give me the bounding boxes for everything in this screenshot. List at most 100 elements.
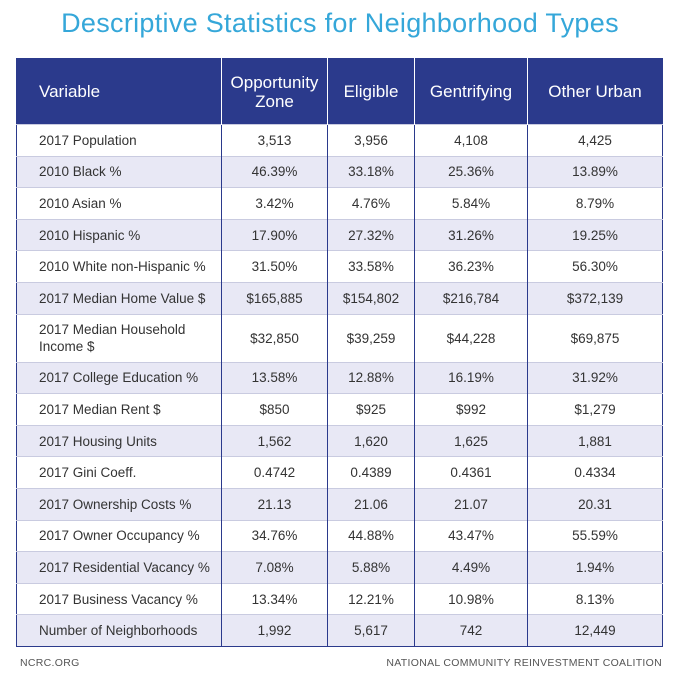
row-variable-label: 2017 Population (16, 124, 222, 157)
table-cell: 12.88% (327, 361, 415, 394)
table-row: 2017 Ownership Costs % 21.13 21.06 21.07 20.… (16, 487, 663, 521)
statistics-table: Variable Opportunity Zone Eligible Gentr… (16, 58, 663, 647)
row-variable-label: 2010 Asian % (16, 187, 222, 220)
table-row: 2017 Median Rent $ $850 $925 $992 $1,279 (16, 393, 663, 426)
table-cell: 5.88% (327, 551, 415, 584)
table-row: 2017 Population 3,513 3,956 4,108 4,425 (16, 124, 663, 157)
table-header-row: Variable Opportunity Zone Eligible Gentr… (16, 58, 663, 125)
table-cell: 8.13% (527, 582, 663, 615)
column-header-gentrifying: Gentrifying (414, 58, 528, 125)
table-cell: $850 (221, 393, 328, 426)
column-header-variable: Variable (16, 58, 222, 125)
table-row: 2017 College Education % 13.58% 12.88% 16.1… (16, 361, 663, 394)
footer-website: NCRC.ORG (20, 657, 80, 669)
table-cell: 19.25% (527, 218, 663, 251)
table-cell: 0.4742 (221, 456, 328, 489)
footer-organization: NATIONAL COMMUNITY REINVESTMENT COALITIO… (386, 657, 662, 669)
table-cell: 5,617 (327, 614, 415, 647)
table-row: 2010 Hispanic % 17.90% 27.32% 31.26% 19.25% (16, 218, 663, 251)
table-cell: 27.32% (327, 218, 415, 251)
table-row: 2010 White non-Hispanic % 31.50% 33.58% 36.… (16, 250, 663, 283)
table-cell: 10.98% (414, 582, 528, 615)
row-variable-label: 2017 College Education % (16, 361, 222, 394)
table-row: 2017 Housing Units 1,562 1,620 1,625 1,881 (16, 424, 663, 457)
table-cell: 46.39% (221, 155, 328, 188)
table-cell: 4.49% (414, 551, 528, 584)
table-cell: 56.30% (527, 250, 663, 283)
row-variable-label: 2010 White non-Hispanic % (16, 250, 222, 283)
table-cell: 36.23% (414, 250, 528, 283)
table-row: 2017 Business Vacancy % 13.34% 12.21% 10.98… (16, 582, 663, 615)
table-row: 2010 Asian % 3.42% 4.76% 5.84% 8.79% (16, 187, 663, 220)
table-cell: 33.18% (327, 155, 415, 188)
table-row: 2010 Black % 46.39% 33.18% 25.36% 13.89% (16, 155, 663, 188)
table-cell: 0.4334 (527, 456, 663, 489)
table-row: 2017 Gini Coeff. 0.4742 0.4389 0.4361 0.4334 (16, 456, 663, 489)
table-cell: 13.89% (527, 155, 663, 188)
table-cell: 21.07 (414, 487, 528, 521)
table-cell: 3,956 (327, 124, 415, 157)
table-cell: 3,513 (221, 124, 328, 157)
table-cell: $1,279 (527, 393, 663, 426)
table-cell: 8.79% (527, 187, 663, 220)
row-variable-label: 2010 Hispanic % (16, 218, 222, 251)
table-cell: $992 (414, 393, 528, 426)
table-cell: 4.76% (327, 187, 415, 220)
row-variable-label: 2017 Median Home Value $ (16, 281, 222, 315)
table-cell: 13.34% (221, 582, 328, 615)
row-variable-label: Number of Neighborhoods (16, 614, 222, 647)
table-cell: 1.94% (527, 551, 663, 584)
table-cell: 31.92% (527, 361, 663, 394)
table-cell: 1,620 (327, 424, 415, 457)
table-cell: 34.76% (221, 519, 328, 552)
table-cell: $925 (327, 393, 415, 426)
table-cell: 1,625 (414, 424, 528, 457)
table-cell: 31.26% (414, 218, 528, 251)
table-cell: 17.90% (221, 218, 328, 251)
table-cell: 43.47% (414, 519, 528, 552)
table-cell: 31.50% (221, 250, 328, 283)
table-cell: 0.4389 (327, 456, 415, 489)
row-variable-label: 2017 Median Rent $ (16, 393, 222, 426)
table-cell: $69,875 (527, 313, 663, 363)
table-cell: 742 (414, 614, 528, 647)
table-row: 2017 Residential Vacancy % 7.08% 5.88% 4.49… (16, 551, 663, 584)
table-cell: 20.31 (527, 487, 663, 521)
table-cell: 55.59% (527, 519, 663, 552)
table-row: 2017 Owner Occupancy % 34.76% 44.88% 43.47%… (16, 519, 663, 552)
table-body: 2017 Population 3,513 3,956 4,108 4,425 2010 … (16, 124, 663, 647)
table-cell: 13.58% (221, 361, 328, 394)
table-cell: $216,784 (414, 281, 528, 315)
table-cell: $39,259 (327, 313, 415, 363)
table-cell: 4,108 (414, 124, 528, 157)
row-variable-label: 2017 Owner Occupancy % (16, 519, 222, 552)
table-cell: $154,802 (327, 281, 415, 315)
table-cell: 0.4361 (414, 456, 528, 489)
table-cell: $372,139 (527, 281, 663, 315)
table-cell: $44,228 (414, 313, 528, 363)
table-cell: 1,881 (527, 424, 663, 457)
table-cell: 33.58% (327, 250, 415, 283)
column-header-eligible: Eligible (327, 58, 415, 125)
column-header-opportunity-zone: Opportunity Zone (221, 58, 328, 125)
row-variable-label: 2010 Black % (16, 155, 222, 188)
table-cell: 21.13 (221, 487, 328, 521)
table-cell: 1,562 (221, 424, 328, 457)
table-cell: 12,449 (527, 614, 663, 647)
table-cell: 4,425 (527, 124, 663, 157)
table-cell: 12.21% (327, 582, 415, 615)
table-cell: $165,885 (221, 281, 328, 315)
table-row: 2017 Median Household Income $ $32,850 $39… (16, 313, 663, 363)
page-title: Descriptive Statistics for Neighborhood … (61, 8, 619, 38)
row-variable-label: 2017 Ownership Costs % (16, 487, 222, 521)
row-variable-label: 2017 Gini Coeff. (16, 456, 222, 489)
row-variable-label: 2017 Residential Vacancy % (16, 551, 222, 584)
table-cell: $32,850 (221, 313, 328, 363)
table-row: 2017 Median Home Value $ $165,885 $154,802… (16, 281, 663, 315)
row-variable-label: 2017 Business Vacancy % (16, 582, 222, 615)
row-variable-label: 2017 Housing Units (16, 424, 222, 457)
table-cell: 44.88% (327, 519, 415, 552)
table-cell: 25.36% (414, 155, 528, 188)
table-cell: 5.84% (414, 187, 528, 220)
table-cell: 16.19% (414, 361, 528, 394)
